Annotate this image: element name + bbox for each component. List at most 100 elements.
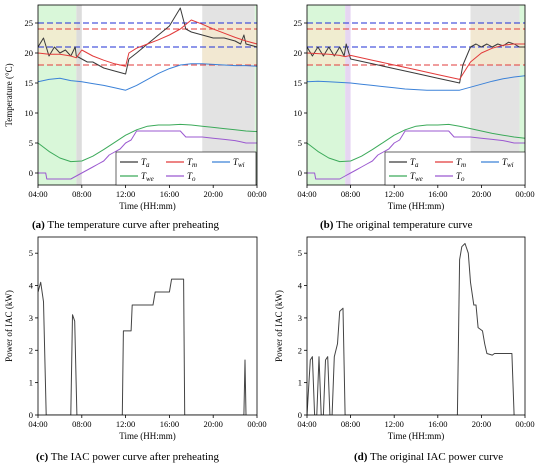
y-tick-label: 5 <box>29 248 33 258</box>
series-line-t-we <box>38 123 257 163</box>
legend-box <box>384 151 526 186</box>
original-temperature-chart: 04:00 08:00 12:00 16:00 20:00 00:00 0 5 10 15 20 25… <box>294 4 535 211</box>
y-tick-label: 2 <box>29 345 33 355</box>
iac-power-chart-after-preheating: 04:00 08:00 12:00 16:00 20:00 00:00 0 1 2 3 4 5 Time… <box>4 236 267 441</box>
x-tick-label: 04:00 <box>28 419 47 429</box>
shaded-region-1 <box>345 5 351 185</box>
x-tick-label: 08:00 <box>72 189 91 199</box>
legend-label-we: Twe <box>410 171 423 183</box>
legend-label-o: To <box>456 171 465 183</box>
x-tick-label: 12:00 <box>116 419 135 429</box>
y-tick-label: 20 <box>25 48 34 58</box>
x-tick-label: 04:00 <box>297 189 316 199</box>
caption-b: (b) The original temperature curve <box>320 219 473 231</box>
y-tick-label: 4 <box>29 281 34 291</box>
x-tick-label: 00:00 <box>515 419 534 429</box>
caption-a: (a) The temperature curve after preheati… <box>32 219 220 231</box>
x-tick-label: 08:00 <box>72 419 91 429</box>
y-tick-label: 15 <box>294 78 303 88</box>
y-axis-label: Power of IAC (kW) <box>274 290 284 362</box>
x-tick-label: 00:00 <box>247 419 266 429</box>
x-tick-label: 04:00 <box>28 189 47 199</box>
y-tick-label: 0 <box>298 168 302 178</box>
series-line-t-m <box>307 43 525 80</box>
y-tick-label: 15 <box>25 78 34 88</box>
y-tick-label: 2 <box>298 345 302 355</box>
y-tick-label: 1 <box>29 378 33 388</box>
power-line <box>38 278 247 415</box>
y-tick-label: 25 <box>25 18 34 28</box>
series-line-t-m <box>38 19 257 67</box>
legend-label-a: Ta <box>410 157 419 169</box>
legend-box <box>115 151 257 186</box>
x-tick-label: 16:00 <box>428 189 447 199</box>
x-tick-label: 04:00 <box>297 419 316 429</box>
x-tick-label: 00:00 <box>247 189 266 199</box>
legend-label-we: Twe <box>141 171 154 183</box>
shaded-region-3 <box>519 5 525 185</box>
comfort-band-0 <box>38 23 77 65</box>
y-tick-label: 0 <box>298 410 302 420</box>
y-tick-label: 1 <box>298 378 302 388</box>
series-line-t-o <box>38 130 257 180</box>
x-tick-label: 20:00 <box>472 189 491 199</box>
y-tick-label: 25 <box>294 18 303 28</box>
series-group <box>307 243 515 415</box>
legend-label-m: Tm <box>456 157 466 169</box>
y-tick-label: 5 <box>29 138 33 148</box>
shaded-region-1 <box>76 5 82 185</box>
x-tick-label: 20:00 <box>204 419 223 429</box>
original-iac-power-chart: 04:00 08:00 12:00 16:00 20:00 00:00 0 1 2 3 4 5 Time… <box>274 236 535 441</box>
y-tick-label: 10 <box>25 108 34 118</box>
y-tick-label: 0 <box>29 168 33 178</box>
temperature-chart-after-preheating: 04:00 08:00 12:00 16:00 20:00 00:00 0 5 10 15 20 25… <box>4 4 267 211</box>
x-tick-label: 16:00 <box>160 189 179 199</box>
x-tick-label: 08:00 <box>341 419 360 429</box>
legend-label-o: To <box>187 171 196 183</box>
x-tick-label: 08:00 <box>341 189 360 199</box>
series-group <box>307 41 525 180</box>
legend-label-m: Tm <box>187 157 197 169</box>
x-tick-label: 16:00 <box>160 419 179 429</box>
y-tick-label: 0 <box>29 410 33 420</box>
legend: Ta Tm Twi Twe To <box>384 151 526 186</box>
y-tick-label: 3 <box>298 313 302 323</box>
series-line-t-a <box>38 7 257 75</box>
x-tick-label: 20:00 <box>204 189 223 199</box>
series-group <box>38 7 257 180</box>
x-tick-label: 12:00 <box>385 189 404 199</box>
series-line-t-wi <box>307 75 525 91</box>
power-line <box>307 243 515 415</box>
x-tick-label: 12:00 <box>116 189 135 199</box>
y-axis-label: Temperature (°C) <box>4 63 14 126</box>
shaded-region-3 <box>254 5 257 185</box>
caption-d: (d) The original IAC power curve <box>354 451 503 463</box>
x-tick-label: 16:00 <box>428 419 447 429</box>
legend-label-wi: Twi <box>233 157 245 169</box>
y-tick-label: 10 <box>294 108 303 118</box>
x-tick-label: 20:00 <box>472 419 491 429</box>
comfort-band-0 <box>307 23 346 65</box>
series-group <box>38 278 247 415</box>
legend-label-a: Ta <box>141 157 150 169</box>
x-axis-label: Time (HH:mm) <box>388 431 444 441</box>
series-line-t-wi <box>38 63 257 91</box>
legend-label-wi: Twi <box>502 157 514 169</box>
plot-frame <box>306 236 526 416</box>
y-tick-label: 5 <box>298 248 302 258</box>
y-tick-label: 5 <box>298 138 302 148</box>
y-axis-label: Power of IAC (kW) <box>4 290 14 362</box>
caption-c: (c) The IAC power curve after preheating <box>36 451 220 463</box>
legend: Ta Tm Twi Twe To <box>115 151 257 186</box>
y-tick-label: 3 <box>29 313 33 323</box>
y-tick-label: 4 <box>298 281 303 291</box>
series-line-t-we <box>307 123 525 163</box>
x-axis-label: Time (HH:mm) <box>119 201 175 211</box>
x-tick-label: 00:00 <box>515 189 534 199</box>
x-axis-label: Time (HH:mm) <box>119 431 175 441</box>
series-line-t-o <box>307 130 525 180</box>
x-tick-label: 12:00 <box>385 419 404 429</box>
x-axis-label: Time (HH:mm) <box>388 201 444 211</box>
y-tick-label: 20 <box>294 48 303 58</box>
